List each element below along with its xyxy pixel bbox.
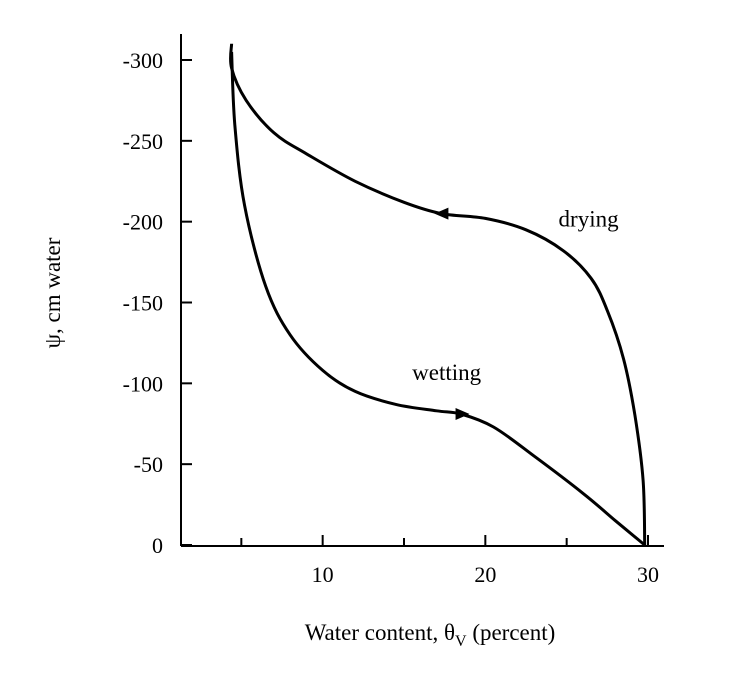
- drying-direction-arrow: [434, 207, 449, 220]
- y-tick-label: -100: [123, 371, 163, 396]
- series-wetting: [230, 51, 646, 547]
- y-tick-label: -250: [123, 129, 163, 154]
- annotation-drying: drying: [559, 207, 620, 232]
- arrows: [434, 207, 470, 421]
- series-drying: [229, 43, 647, 546]
- x-tick-label: 20: [474, 562, 496, 587]
- y-tick-label: -300: [123, 48, 163, 73]
- x-axis-title-main: Water content, θ: [305, 620, 455, 645]
- y-tick-label: -150: [123, 291, 163, 316]
- y-axis-title: ψ, cm water: [40, 237, 65, 348]
- y-tick-label: -200: [123, 210, 163, 235]
- ticks: 0 -50 -100 -150 -200 -250 -300 10 20 30: [123, 48, 659, 587]
- x-tick-label: 10: [312, 562, 334, 587]
- x-axis-title: Water content, θV (percent): [305, 620, 556, 650]
- series-layer: [229, 43, 647, 547]
- y-tick-label: 0: [152, 533, 163, 558]
- x-axis-title-suffix: (percent): [467, 620, 556, 645]
- labels: drying wetting Water content, θV (percent)…: [40, 207, 619, 650]
- y-tick-label: -50: [134, 452, 163, 477]
- x-tick-label: 30: [637, 562, 659, 587]
- annotation-wetting: wetting: [412, 360, 481, 385]
- wetting-direction-arrow: [455, 408, 470, 421]
- axes: [180, 34, 664, 547]
- x-axis-title-subscript: V: [455, 633, 467, 650]
